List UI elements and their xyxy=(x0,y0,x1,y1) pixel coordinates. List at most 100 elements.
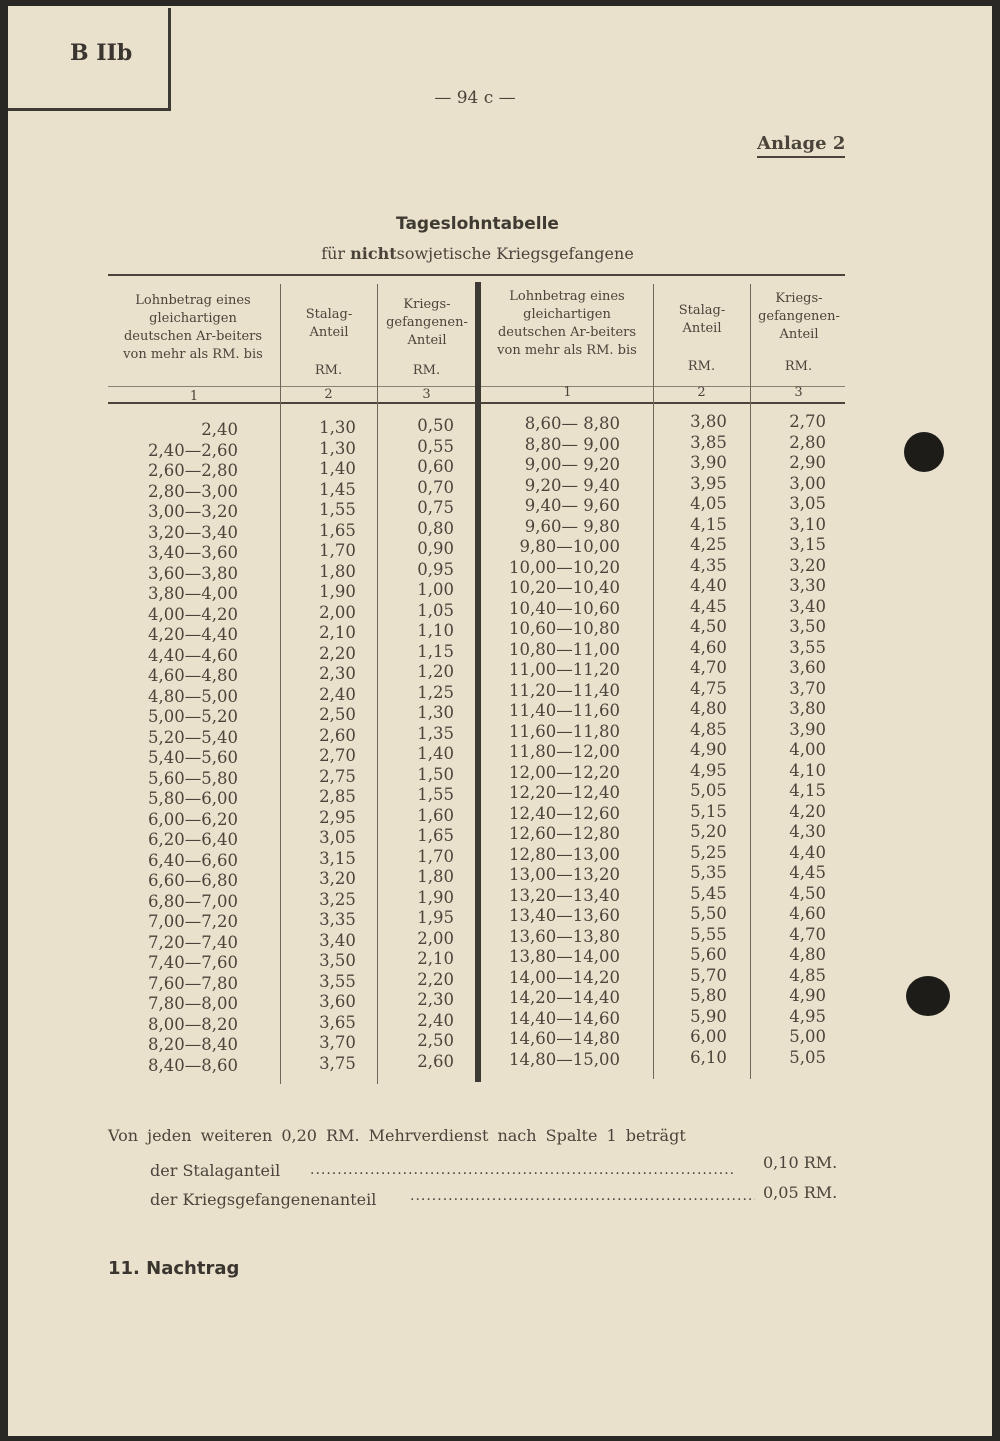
footer-pow-value: 0,05 RM. xyxy=(763,1183,838,1202)
table-cell: 5,15 xyxy=(690,801,727,821)
table-cell: 1,90 xyxy=(319,582,356,601)
table-cell: 3,85 xyxy=(690,432,727,452)
table-cell: 3,70 xyxy=(789,678,826,698)
table-cell: 14,20—14,40 xyxy=(509,988,620,1007)
table-cell: 0,80 xyxy=(417,518,454,538)
subtitle-bold: nicht xyxy=(350,244,397,263)
table-cell: 3,60—3,80 xyxy=(148,563,238,583)
table-cell: 12,80—13,00 xyxy=(509,844,620,864)
table-cell: 4,05 xyxy=(690,494,727,513)
table-cell: 0,70 xyxy=(417,477,454,497)
table-cell: 5,00 xyxy=(789,1027,826,1046)
table-cell: 6,40—6,60 xyxy=(148,850,238,870)
table-cell: 4,30 xyxy=(789,822,826,841)
colnum-1: 1 xyxy=(189,389,199,404)
table-cell: 9,20— 9,40 xyxy=(524,475,620,495)
table-cell: 8,80— 9,00 xyxy=(524,434,620,454)
table-cell: 4,45 xyxy=(789,863,826,882)
table-cell: 9,80—10,00 xyxy=(519,537,620,556)
table-cell: 3,70 xyxy=(319,1033,356,1052)
table-cell: 2,00 xyxy=(319,602,356,622)
table-cell: 12,00—12,20 xyxy=(509,762,620,782)
annex-label: Anlage 2 xyxy=(757,133,846,158)
table-cell: 1,65 xyxy=(417,826,454,845)
unit-col2: RM. xyxy=(314,363,343,378)
table-cell: 1,35 xyxy=(417,723,454,743)
table-cell: 1,30 xyxy=(319,418,356,437)
table-cell: 2,80 xyxy=(789,432,826,452)
table-cell: 3,90 xyxy=(690,453,727,472)
table-cell: 1,80 xyxy=(417,867,454,886)
table-cell: 1,30 xyxy=(417,703,454,722)
table-cell: 0,75 xyxy=(417,498,454,517)
table-cell: 4,80 xyxy=(690,699,727,718)
subtitle-prefix: für xyxy=(321,244,351,263)
table-cell: 3,50 xyxy=(319,951,356,970)
table-cell: 5,35 xyxy=(690,863,727,882)
column-stalag-right: 3,80 3,85 3,90 3,95 4,05 4,15 4,25 4,35 4,40 4,45… xyxy=(660,412,757,1068)
table-cell: 3,55 xyxy=(319,971,356,991)
table-cell: 5,40—5,60 xyxy=(148,748,238,767)
table-cell: 3,15 xyxy=(789,535,826,554)
table-cell: 6,80—7,00 xyxy=(148,891,238,911)
table-cell: 5,05 xyxy=(789,1047,826,1067)
table-cell: 4,50 xyxy=(789,883,826,903)
footer-stalag-label: der Stalaganteil xyxy=(150,1161,281,1180)
table-cell: 11,80—12,00 xyxy=(509,742,620,761)
table-cell: 1,70 xyxy=(319,541,356,560)
table-cell: 0,95 xyxy=(417,559,454,579)
table-cell: 2,40—2,60 xyxy=(148,440,238,460)
table-cell: 1,90 xyxy=(417,887,454,907)
table-cell: 10,20—10,40 xyxy=(509,578,620,597)
table-cell: 4,15 xyxy=(789,781,826,800)
header-col2: Stalag-Anteil xyxy=(305,307,353,340)
table-cell: 4,40 xyxy=(690,576,727,595)
table-cell: 4,40—4,60 xyxy=(148,645,238,665)
section-box: B IIb xyxy=(8,8,171,111)
column-pow-right: 2,70 2,80 2,90 3,00 3,05 3,10 3,15 3,20 3,30 3,40… xyxy=(752,412,826,1068)
table-cell: 3,95 xyxy=(690,473,727,493)
table-cell: 4,25 xyxy=(690,535,727,554)
table-cell: 11,20—11,40 xyxy=(509,680,620,700)
unit-col3-right: RM. xyxy=(784,359,813,374)
table-cell: 1,60 xyxy=(417,805,454,825)
table-cell: 5,20 xyxy=(690,822,727,841)
header-col3: Kriegs-gefangenen-Anteil xyxy=(386,297,468,348)
table-cell: 7,40—7,60 xyxy=(148,953,238,972)
page-number: — 94 c — xyxy=(434,88,516,108)
table-cell: 3,55 xyxy=(789,637,826,657)
table-cell: 1,50 xyxy=(417,764,454,784)
table-cell: 8,40—8,60 xyxy=(148,1055,238,1075)
table-cell: 4,80 xyxy=(789,945,826,964)
table-cell: 5,50 xyxy=(690,904,727,923)
table-cell: 2,50 xyxy=(417,1031,454,1050)
table-cell: 4,00—4,20 xyxy=(148,604,238,624)
colnum-2-right: 2 xyxy=(697,385,706,400)
table-cell: 9,60— 9,80 xyxy=(524,516,620,536)
table-cell: 11,60—11,80 xyxy=(509,721,620,741)
table-cell: 3,05 xyxy=(789,494,826,513)
table-cell: 7,00—7,20 xyxy=(148,912,238,931)
table-cell: 1,40 xyxy=(319,459,356,478)
table-cell: 2,40 xyxy=(417,1010,454,1030)
table-cell: 2,20 xyxy=(319,643,356,663)
column-divider xyxy=(280,284,281,1084)
table-cell: 3,80 xyxy=(789,699,826,718)
table-cell: 3,50 xyxy=(789,617,826,636)
table-cell: 3,30 xyxy=(789,576,826,595)
table-cell: 2,30 xyxy=(417,990,454,1009)
table-cell: 3,75 xyxy=(319,1053,356,1073)
document-page xyxy=(8,6,992,1436)
table-cell: 4,60—4,80 xyxy=(148,666,238,685)
table-cell: 2,70 xyxy=(789,412,826,431)
table-cell: 13,20—13,40 xyxy=(509,885,620,905)
footer-intro: Von jeden weiteren 0,20 RM. Mehrverdiens… xyxy=(108,1126,686,1145)
table-cell: 4,20—4,40 xyxy=(148,625,238,644)
table-cell: 3,20 xyxy=(319,869,356,888)
table-cell: 2,40 xyxy=(319,684,356,704)
column-divider xyxy=(750,284,751,1079)
table-cell: 1,40 xyxy=(417,744,454,763)
table-cell: 11,00—11,20 xyxy=(509,660,620,679)
table-cell: 3,90 xyxy=(789,719,826,739)
table-cell: 9,00— 9,20 xyxy=(524,455,620,474)
